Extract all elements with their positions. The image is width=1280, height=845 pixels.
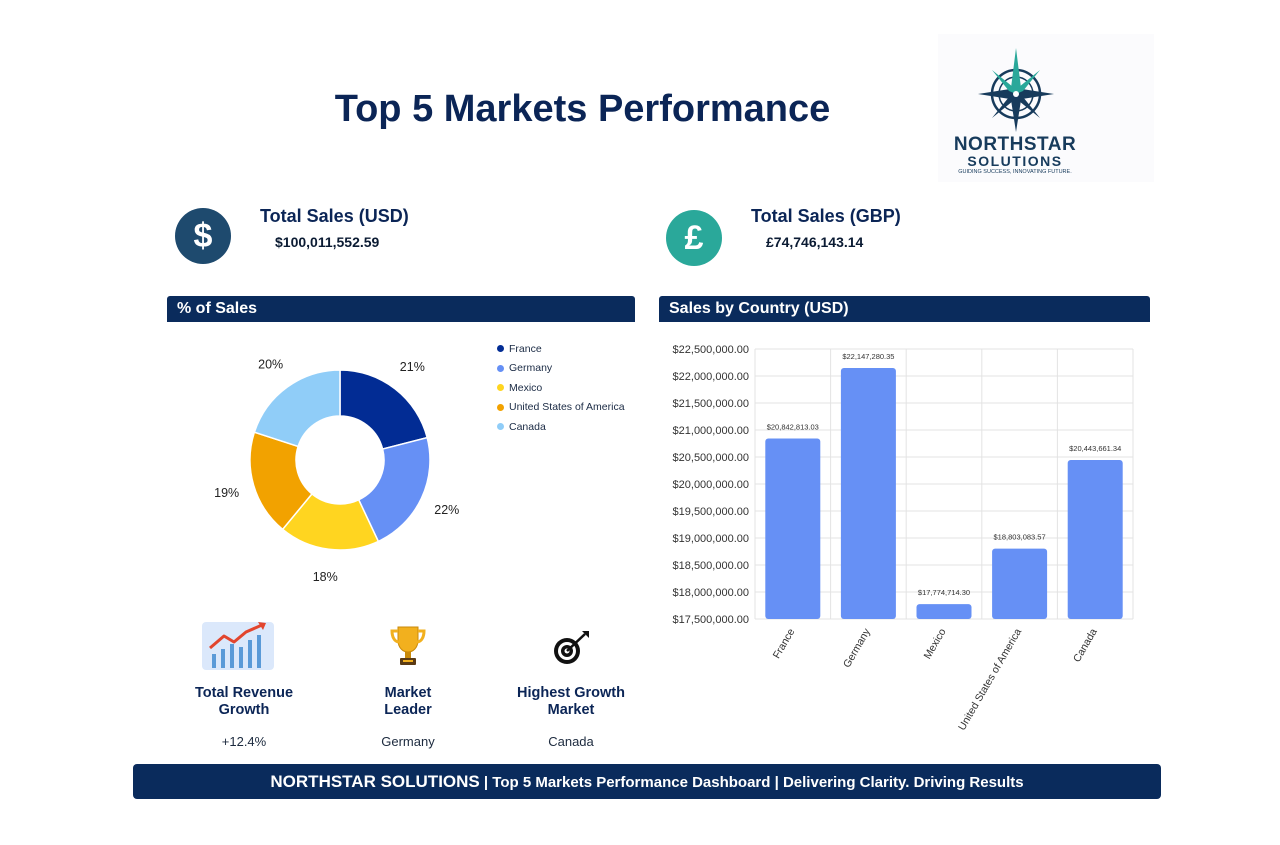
pie-data-label: 20% <box>258 358 283 372</box>
sales-by-country-bar-chart: $17,500,000.00 $18,000,000.00 $18,500,000.… <box>673 344 1134 733</box>
stat-highest-growth-market: Highest Growth Market <box>496 685 646 719</box>
logo-name-line1: NORTHSTAR <box>953 134 1077 155</box>
stat-label-line1: Market <box>384 685 432 701</box>
total-sales-gbp-label: Total Sales (GBP) <box>751 206 901 226</box>
x-tick-label: United States of America <box>956 626 1024 732</box>
page-title: Top 5 Markets Performance <box>334 88 831 130</box>
pie-data-label: 21% <box>400 360 425 374</box>
legend-swatch <box>497 403 504 411</box>
legend-swatch <box>497 423 504 431</box>
stat-label-line1: Total Revenue <box>194 685 294 701</box>
total-sales-usd-value: $100,011,552.59 <box>275 234 380 250</box>
y-tick-label: $19,000,000.00 <box>673 533 749 545</box>
bar-mexico[interactable] <box>916 604 972 619</box>
legend-label: United States of America <box>509 401 625 414</box>
legend-item[interactable]: Germany <box>497 359 625 379</box>
stat-label-line2: Market <box>547 702 595 718</box>
y-tick-label: $21,500,000.00 <box>673 398 749 410</box>
legend-swatch <box>497 384 504 392</box>
pound-symbol: £ <box>684 219 704 257</box>
sales-share-donut-chart: 21% 22% 18% 19% 20% <box>214 358 459 585</box>
y-tick-label: $18,500,000.00 <box>673 560 749 572</box>
compass-star-icon <box>978 48 1054 132</box>
stat-label-line1: Highest Growth <box>517 685 625 701</box>
logo-name-line2: SOLUTIONS <box>967 153 1063 169</box>
legend-label: France <box>509 342 542 355</box>
y-tick-label: $21,000,000.00 <box>673 425 749 437</box>
legend-item[interactable]: France <box>497 339 625 359</box>
stat-value-market-leader: Germany <box>381 734 435 749</box>
pie-slice-france[interactable] <box>339 369 429 450</box>
y-tick-label: $17,500,000.00 <box>673 614 749 626</box>
target-icon <box>552 630 590 668</box>
stat-market-leader: Market Leader <box>333 685 483 719</box>
pie-legend: France Germany Mexico United States of Amer… <box>497 339 625 437</box>
y-tick-label: $22,000,000.00 <box>673 371 749 383</box>
pie-slice-canada[interactable] <box>253 369 341 448</box>
bar-data-label: $18,803,083.57 <box>994 533 1046 542</box>
stat-value-highest-growth: Canada <box>548 734 594 749</box>
logo-tagline: GUIDING SUCCESS, INNOVATING FUTURE. <box>958 169 1072 175</box>
y-tick-label: $20,500,000.00 <box>673 452 749 464</box>
bar-data-label: $17,774,714.30 <box>918 588 970 597</box>
pie-data-label: 22% <box>434 503 459 517</box>
company-logo: NORTHSTAR SOLUTIONS GUIDING SUCCESS, INN… <box>938 34 1154 182</box>
trophy-icon <box>388 624 428 668</box>
pie-data-label: 19% <box>214 486 239 500</box>
legend-item[interactable]: Mexico <box>497 378 625 398</box>
bar-panel-header: Sales by Country (USD) <box>659 296 1150 322</box>
stat-total-revenue-growth: Total Revenue Growth <box>169 685 319 719</box>
pound-icon: £ <box>666 210 722 266</box>
x-tick-label: Germany <box>841 626 873 670</box>
footer-banner: NORTHSTAR SOLUTIONS | Top 5 Markets Perf… <box>133 764 1161 799</box>
x-tick-label: Mexico <box>922 626 949 661</box>
bar-data-label: $22,147,280.35 <box>842 352 894 361</box>
legend-label: Germany <box>509 362 553 375</box>
growth-chart-icon <box>202 622 274 670</box>
x-tick-label: Canada <box>1071 626 1100 664</box>
bar-canada[interactable] <box>1067 460 1123 619</box>
bar-united-states-of-america[interactable] <box>992 548 1048 619</box>
legend-label: Mexico <box>509 381 543 394</box>
x-tick-label: France <box>771 626 798 660</box>
pie-data-label: 18% <box>313 570 338 584</box>
y-tick-label: $20,000,000.00 <box>673 479 749 491</box>
legend-item[interactable]: Canada <box>497 417 625 437</box>
total-sales-usd-label: Total Sales (USD) <box>260 206 409 226</box>
footer-text: | Top 5 Markets Performance Dashboard | … <box>479 774 1024 791</box>
legend-label: Canada <box>509 420 546 433</box>
legend-swatch <box>497 345 504 353</box>
bar-france[interactable] <box>765 438 821 619</box>
stat-label-line2: Leader <box>384 702 432 718</box>
stat-value-revenue-growth: +12.4% <box>221 734 267 749</box>
legend-swatch <box>497 364 504 372</box>
y-tick-label: $18,000,000.00 <box>673 587 749 599</box>
bar-data-label: $20,842,813.03 <box>767 422 819 431</box>
dollar-icon: $ <box>175 208 231 264</box>
stat-label-line2: Growth <box>218 702 270 718</box>
y-tick-label: $22,500,000.00 <box>673 344 749 356</box>
bar-germany[interactable] <box>840 368 896 619</box>
y-tick-label: $19,500,000.00 <box>673 506 749 518</box>
footer-brand: NORTHSTAR SOLUTIONS <box>270 772 480 791</box>
bar-data-label: $20,443,661.34 <box>1069 444 1121 453</box>
total-sales-gbp-value: £74,746,143.14 <box>766 234 864 250</box>
legend-item[interactable]: United States of America <box>497 398 625 418</box>
dollar-symbol: $ <box>193 217 213 255</box>
pie-panel-header: % of Sales <box>167 296 635 322</box>
